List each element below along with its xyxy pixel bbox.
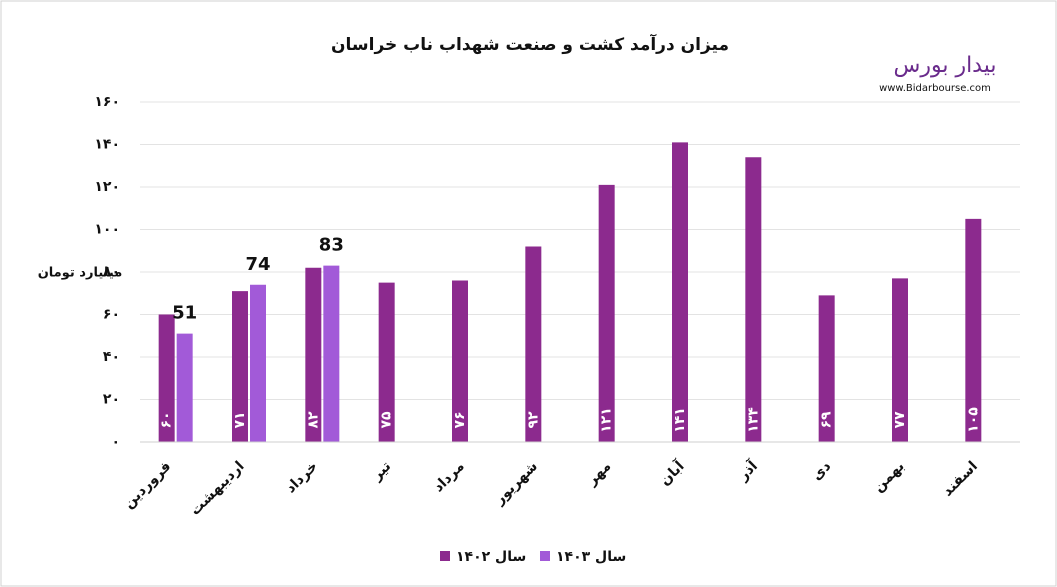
data-label: 51	[172, 303, 197, 324]
data-label: ۷۱	[232, 411, 248, 428]
data-label: ۱۲۱	[599, 407, 615, 433]
bar	[672, 142, 688, 442]
logo-url: www.Bidarbourse.com	[879, 83, 991, 94]
bar	[598, 184, 615, 442]
y-tick-label: ۱۶۰	[94, 94, 120, 110]
y-tick-label: ۲۰	[103, 392, 120, 408]
y-tick-label: ۱۲۰	[94, 179, 120, 195]
bar	[892, 278, 908, 442]
bar	[818, 295, 835, 442]
legend-label: سال ۱۴۰۲	[456, 549, 526, 565]
legend-swatch	[540, 551, 550, 561]
y-tick-label: ۶۰	[103, 307, 120, 323]
y-tick-label: ۱۰۰	[94, 222, 120, 238]
bar	[378, 282, 395, 442]
legend-swatch	[440, 551, 450, 561]
data-label: ۷۷	[892, 411, 908, 429]
y-tick-label: ۱۴۰	[94, 137, 120, 153]
y-tick-label: ۴۰	[103, 349, 120, 365]
bar	[176, 333, 193, 442]
data-label: 83	[319, 235, 344, 256]
data-label: ۹۲	[525, 411, 541, 429]
y-tick-label: ۸۰	[103, 264, 120, 280]
bar	[452, 280, 468, 442]
chart-title: میزان درآمد کشت و صنعت شهداب ناب خراسان	[331, 33, 729, 55]
data-label: ۷۵	[379, 411, 395, 429]
data-label: 74	[245, 254, 270, 275]
logo: بیدار بورس	[893, 53, 996, 78]
bar	[232, 291, 248, 442]
data-label: ۷۶	[452, 411, 468, 428]
data-label: ۱۰۵	[965, 407, 981, 433]
legend-label: سال ۱۴۰۳	[556, 549, 626, 565]
bar	[745, 157, 762, 442]
y-axis-label: میلیارد تومان	[38, 266, 123, 281]
data-label: ۸۲	[305, 411, 321, 429]
bar	[305, 267, 322, 442]
y-tick-label: ۰	[111, 434, 120, 450]
bar	[323, 265, 340, 442]
bar	[158, 314, 175, 442]
data-label: ۶۹	[819, 411, 835, 429]
data-label: ۱۳۴	[745, 407, 761, 433]
bar	[250, 284, 266, 442]
data-label: ۱۴۱	[672, 407, 688, 433]
bar	[525, 246, 542, 442]
bar	[965, 218, 982, 442]
data-label: ۶۰	[159, 411, 175, 428]
